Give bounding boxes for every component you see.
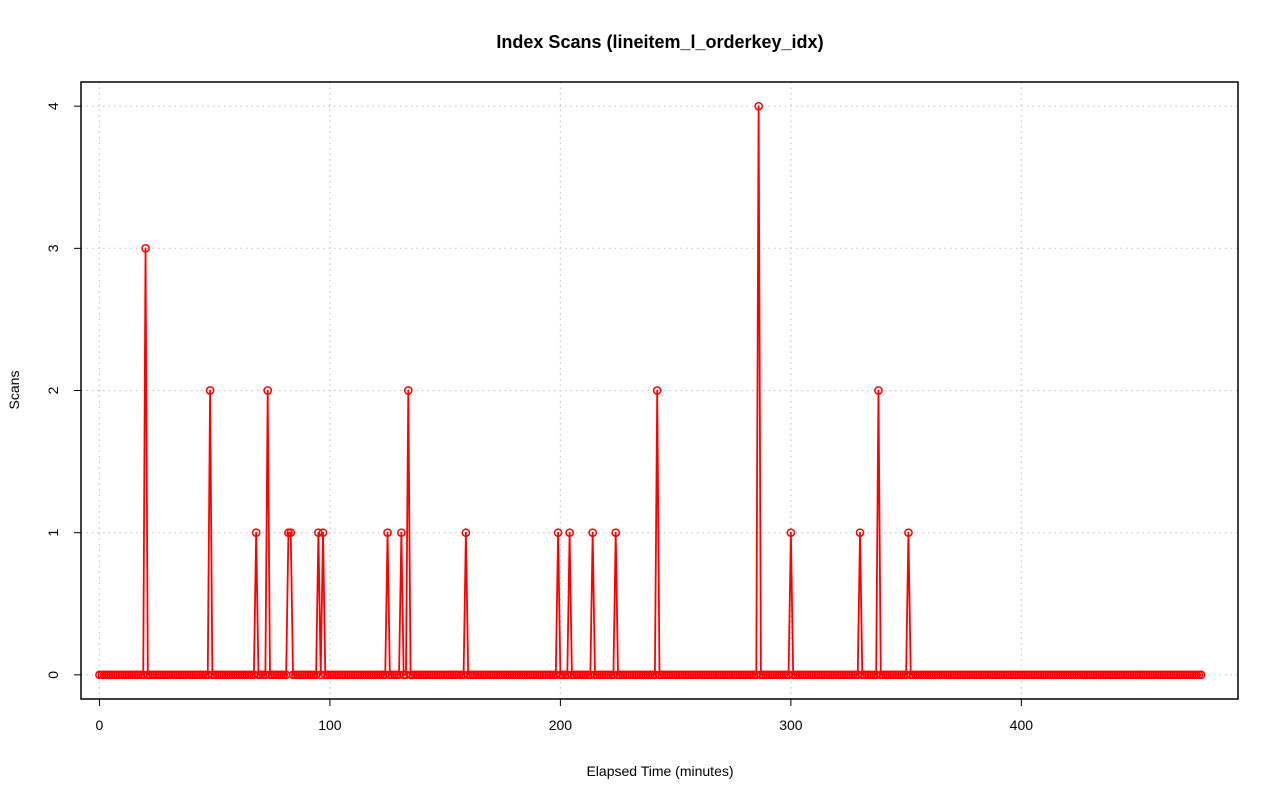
x-tick-label-3: 300 bbox=[779, 717, 803, 733]
data-point bbox=[383, 528, 392, 538]
x-axis: 0 100 200 300 400 bbox=[96, 698, 1034, 733]
data-point bbox=[205, 386, 215, 395]
series-scans bbox=[95, 101, 1206, 680]
data-point bbox=[588, 528, 598, 538]
data-point bbox=[251, 528, 261, 538]
data-point bbox=[611, 528, 621, 538]
data-point bbox=[874, 386, 883, 395]
data-point bbox=[141, 243, 150, 253]
x-tick-label-1: 100 bbox=[318, 717, 342, 733]
data-point bbox=[318, 528, 328, 538]
data-point bbox=[314, 528, 323, 538]
y-tick-label-2: 2 bbox=[45, 386, 61, 394]
data-point bbox=[553, 528, 563, 538]
x-tick-label-2: 200 bbox=[549, 717, 573, 733]
data-point bbox=[461, 528, 471, 538]
data-point bbox=[754, 101, 763, 111]
data-point bbox=[1196, 670, 1206, 680]
y-tick-label-1: 1 bbox=[45, 529, 61, 537]
x-tick-label-4: 400 bbox=[1010, 717, 1034, 733]
data-point bbox=[397, 528, 406, 538]
x-tick-label-0: 0 bbox=[96, 717, 104, 733]
y-axis-label: Scans bbox=[6, 371, 22, 410]
data-point bbox=[263, 386, 273, 395]
chart-title: Index Scans (lineitem_l_orderkey_idx) bbox=[496, 32, 823, 52]
data-point bbox=[904, 528, 913, 538]
data-point bbox=[286, 528, 296, 538]
data-point bbox=[565, 528, 574, 538]
data-point bbox=[652, 386, 662, 395]
data-point bbox=[855, 528, 865, 538]
data-point bbox=[403, 386, 413, 395]
data-point bbox=[311, 670, 321, 680]
data-point bbox=[786, 528, 796, 538]
y-tick-label-3: 3 bbox=[45, 244, 61, 252]
y-tick-label-0: 0 bbox=[45, 671, 61, 679]
y-tick-label-4: 4 bbox=[45, 102, 61, 110]
x-axis-label: Elapsed Time (minutes) bbox=[586, 763, 733, 779]
y-axis: 0 1 2 3 4 bbox=[45, 102, 82, 679]
